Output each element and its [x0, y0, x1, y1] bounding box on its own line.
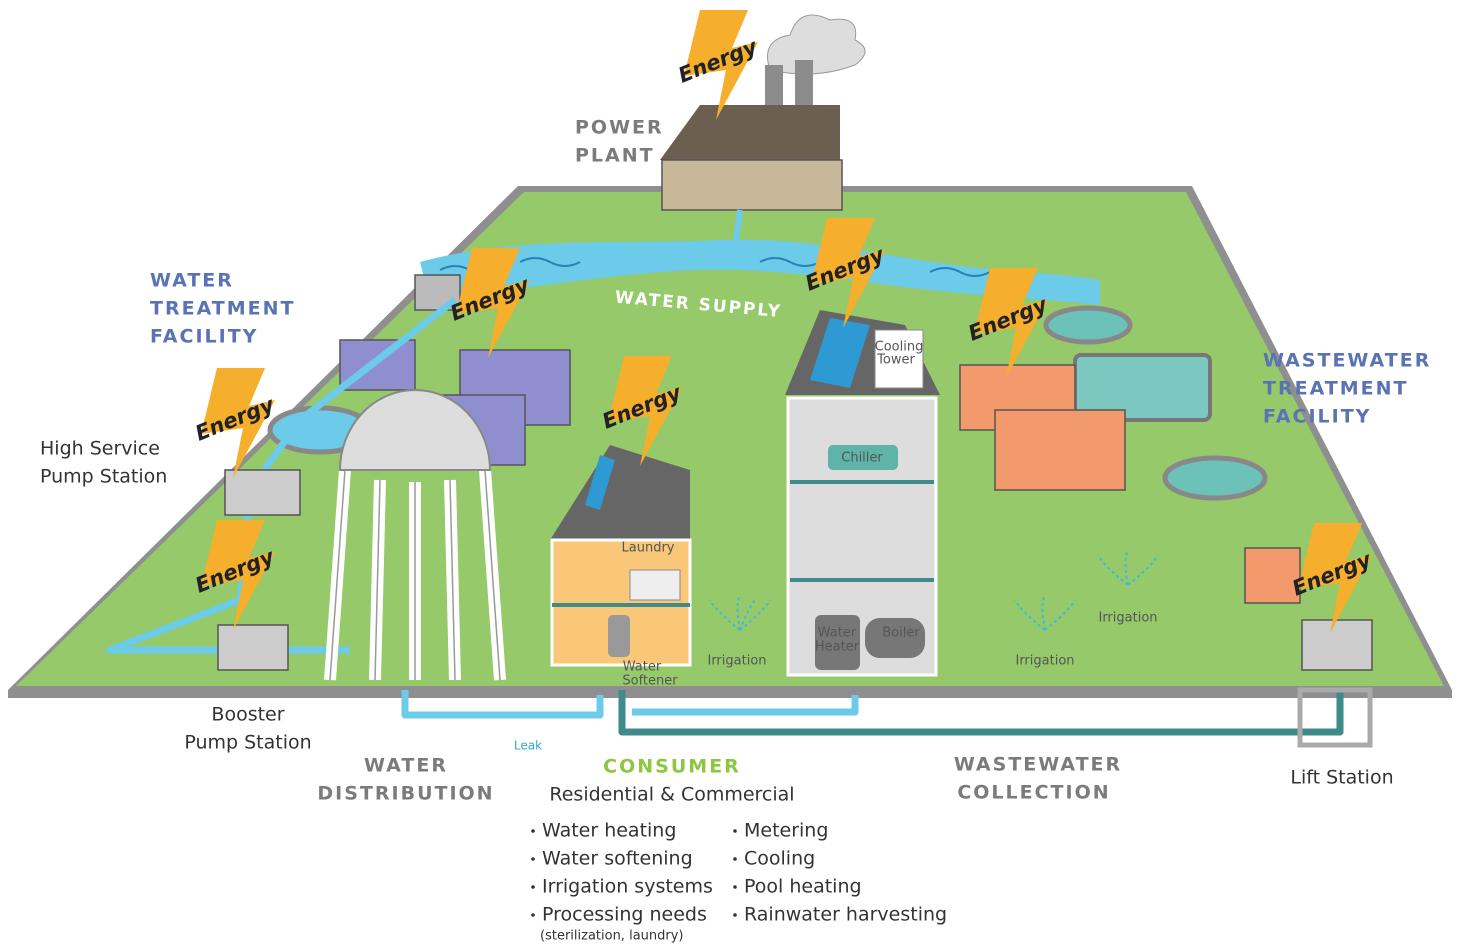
- label: PLANT: [575, 145, 655, 167]
- fixture-label: Irrigation: [707, 654, 766, 669]
- power-plant: [662, 160, 842, 210]
- wastewater-building: [995, 410, 1125, 490]
- roof: [660, 105, 840, 160]
- consumer-title: CONSUMER: [603, 756, 741, 778]
- fixture-label: Laundry: [622, 541, 675, 556]
- label: DISTRIBUTION: [317, 783, 494, 805]
- fixture-label: Tower: [876, 353, 915, 368]
- label: WASTEWATER: [954, 754, 1122, 776]
- clarifier: [1046, 308, 1130, 342]
- use-item: Cooling: [744, 848, 815, 870]
- label: FACILITY: [150, 326, 258, 348]
- high-service-pump: [225, 470, 300, 515]
- label: Lift Station: [1290, 767, 1393, 789]
- label: Pump Station: [40, 466, 167, 488]
- use-item: Water heating: [542, 820, 676, 842]
- label: POWER: [575, 117, 664, 139]
- label: WATER: [364, 755, 448, 777]
- label: WASTEWATER: [1263, 350, 1431, 372]
- lift-station-well: [1300, 690, 1370, 745]
- use-item: Irrigation systems: [542, 876, 713, 898]
- use-item: Metering: [744, 820, 828, 842]
- label: High Service: [40, 438, 160, 460]
- fixture-label: Boiler: [882, 626, 920, 641]
- booster-pump: [218, 625, 288, 670]
- fixture-label: Chiller: [841, 451, 883, 466]
- label: TREATMENT: [1263, 378, 1409, 400]
- lift-station: [1302, 620, 1372, 670]
- fixture-label: Heater: [815, 640, 860, 655]
- pump-building: [1245, 548, 1300, 603]
- use-item: Pool heating: [744, 876, 862, 898]
- use-note: (sterilization, laundry): [540, 929, 684, 944]
- label: TREATMENT: [150, 298, 296, 320]
- fixture-label: Irrigation: [1098, 611, 1157, 626]
- fixture-label: Softener: [622, 674, 678, 689]
- fixture-label: Irrigation: [1015, 654, 1074, 669]
- clarifier: [1165, 458, 1265, 498]
- water-softener: [608, 615, 630, 657]
- use-item: Rainwater harvesting: [744, 904, 947, 926]
- use-item: Processing needs: [542, 904, 707, 926]
- label: FACILITY: [1263, 406, 1371, 428]
- label: Booster: [211, 704, 284, 726]
- use-item: Water softening: [542, 848, 693, 870]
- water-energy-diagram: POWER PLANT WATER SUPPLY WATER TREATMENT…: [0, 0, 1458, 944]
- label: COLLECTION: [957, 782, 1110, 804]
- energy-badge: Energy: [675, 10, 762, 120]
- label: Pump Station: [184, 732, 311, 754]
- fixture-label: Water: [623, 660, 662, 675]
- washer: [630, 570, 680, 600]
- leak-label: Leak: [514, 739, 542, 753]
- label: WATER: [150, 270, 234, 292]
- consumer-subtitle: Residential & Commercial: [549, 784, 794, 806]
- fixture-label: Water: [818, 626, 857, 641]
